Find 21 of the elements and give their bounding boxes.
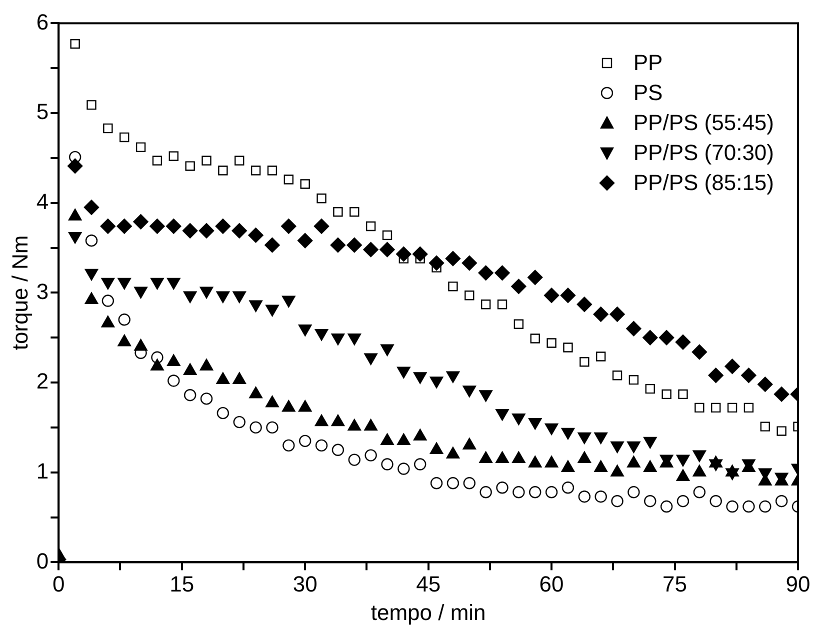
x-tick-label: 45	[416, 571, 441, 596]
x-tick-label: 15	[170, 571, 194, 596]
legend-label: PP/PS (55:45)	[633, 110, 774, 136]
y-axis-title: torque / Nm	[7, 235, 32, 350]
y-tick-label: 4	[36, 188, 49, 214]
x-tick-label: 0	[52, 571, 65, 596]
y-tick-label: 5	[36, 99, 49, 124]
x-tick-label: 75	[662, 571, 688, 596]
y-tick-label: 0	[36, 548, 49, 574]
legend-label: PP/PS (70:30)	[633, 140, 774, 166]
y-tick-label: 6	[36, 9, 49, 34]
legend-label: PS	[633, 80, 663, 106]
x-tick-label: 30	[292, 571, 318, 596]
x-axis-title: tempo / min	[370, 600, 486, 625]
x-tick-label: 90	[786, 571, 810, 596]
legend-label: PP/PS (85:15)	[633, 170, 774, 196]
x-tick-label: 60	[539, 571, 564, 596]
y-tick-label: 1	[36, 458, 49, 484]
y-tick-label: 3	[36, 278, 49, 304]
legend-label: PP	[633, 50, 663, 76]
y-tick-label: 2	[36, 368, 49, 394]
